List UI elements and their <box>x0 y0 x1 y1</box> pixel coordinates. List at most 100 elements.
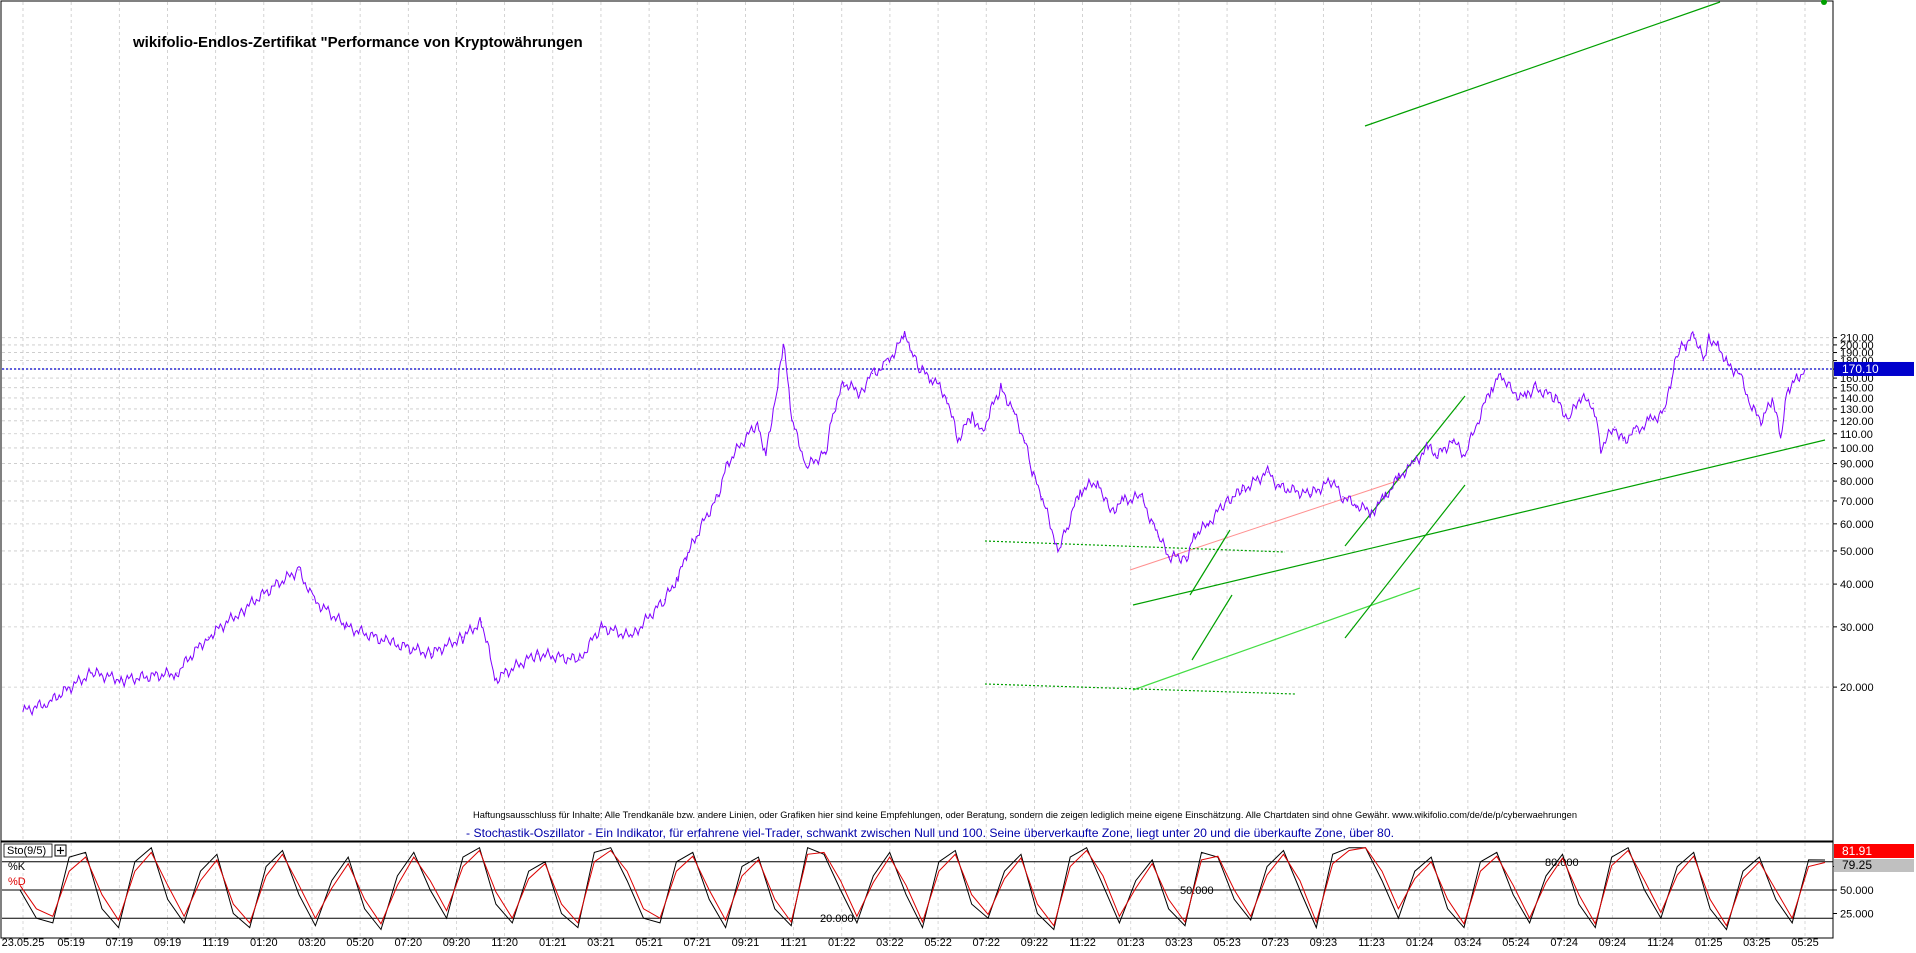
price-point <box>207 636 209 638</box>
d-label: 79.25 <box>1842 858 1872 872</box>
x-tick-label: 07:19 <box>106 937 134 948</box>
price-point <box>1685 344 1687 346</box>
price-point <box>1109 511 1111 513</box>
x-tick-label: 07:20 <box>395 937 423 948</box>
price-point <box>695 536 697 538</box>
x-tick-label: 07:24 <box>1550 937 1578 948</box>
price-tick-label: 80.000 <box>1840 476 1874 488</box>
price-point <box>677 576 679 578</box>
stoch-series <box>19 846 1826 931</box>
support-line-1 <box>1132 587 1421 691</box>
price-point <box>1751 408 1753 410</box>
price-point <box>782 344 784 346</box>
price-point <box>1330 480 1332 482</box>
price-series <box>22 330 1806 717</box>
price-point <box>1267 471 1269 473</box>
price-point <box>1157 536 1159 538</box>
price-point <box>1490 387 1492 389</box>
x-tick-label: 05:20 <box>346 937 374 948</box>
stoch-level-label: 20.000 <box>820 913 854 925</box>
price-tick-label: 130.00 <box>1840 404 1874 416</box>
x-tick-label: 01:25 <box>1695 937 1723 948</box>
x-tick-label: 11:22 <box>1069 937 1096 948</box>
price-point <box>1278 486 1280 488</box>
price-point <box>1031 471 1033 473</box>
price-point <box>1384 496 1387 498</box>
price-point <box>1533 387 1535 389</box>
price-point <box>859 392 861 394</box>
price-point <box>1671 377 1673 379</box>
price-point <box>22 710 24 712</box>
stoch-d-line <box>19 847 1826 927</box>
price-point <box>1040 496 1042 498</box>
x-tick-label: 03:24 <box>1454 937 1482 948</box>
price-point <box>1678 348 1680 350</box>
price-point <box>1787 387 1789 389</box>
x-tick-label: 09:21 <box>732 937 760 948</box>
x-tick-label: 11:24 <box>1647 937 1674 948</box>
price-point <box>1370 511 1373 513</box>
d-label-bg <box>1834 859 1914 872</box>
price-point <box>791 420 793 422</box>
price-point <box>494 679 496 681</box>
price-point <box>1412 462 1414 465</box>
price-point <box>765 454 767 457</box>
price-point <box>462 636 464 638</box>
price-point <box>1797 377 1799 379</box>
price-point <box>1592 402 1594 404</box>
price-point <box>833 408 835 410</box>
price-tick-label: 50.000 <box>1840 546 1874 558</box>
price-point <box>1241 490 1244 492</box>
price-point <box>1427 447 1429 449</box>
price-point <box>946 397 948 399</box>
price-tick-label: 190.00 <box>1840 348 1874 360</box>
price-point <box>1023 440 1026 442</box>
price-tick-label: 30.000 <box>1840 622 1874 634</box>
price-point <box>1355 504 1357 506</box>
price-tick-label: 210.00 <box>1840 333 1874 345</box>
price-point <box>956 440 959 442</box>
price-point <box>1727 364 1729 366</box>
price-point <box>122 679 124 681</box>
price-point <box>1649 420 1651 422</box>
price-tick-label: 70.000 <box>1840 496 1874 508</box>
x-tick-label: 01:22 <box>828 937 856 948</box>
price-point <box>1451 440 1453 442</box>
upper-trend-line <box>1364 1 1721 127</box>
x-tick-label: 05:21 <box>635 937 663 948</box>
price-point <box>1437 454 1439 457</box>
k-label-bg <box>1834 844 1914 858</box>
x-tick-label: 05:22 <box>924 937 952 948</box>
price-point <box>1512 392 1514 394</box>
x-tick-label: 09:20 <box>443 937 471 948</box>
price-point <box>805 466 807 468</box>
last-value-label-bg <box>1834 361 1914 376</box>
price-point <box>430 653 432 655</box>
price-tick-label: 100.00 <box>1840 443 1874 455</box>
x-tick-label: 09:22 <box>1021 937 1049 948</box>
price-point <box>903 335 906 337</box>
price-point <box>1499 372 1502 375</box>
x-tick-label: 09:23 <box>1310 937 1338 948</box>
price-point <box>971 414 973 416</box>
price-point <box>239 612 241 614</box>
price-point <box>1225 500 1228 502</box>
price-point <box>1600 447 1602 449</box>
price-point <box>931 377 934 379</box>
price-tick-label: 150.00 <box>1840 383 1874 395</box>
price-point <box>756 422 759 424</box>
price-point <box>1186 556 1188 558</box>
price-point <box>631 636 633 638</box>
price-point <box>918 368 920 370</box>
stoch-title: Sto(9/5) <box>7 845 46 857</box>
price-point <box>1525 397 1527 399</box>
x-tick-label: 11:19 <box>202 937 229 948</box>
price-point <box>981 433 983 435</box>
price-point <box>1207 523 1210 525</box>
price-point <box>1622 440 1624 442</box>
price-point <box>885 364 888 366</box>
price-point <box>1554 397 1557 399</box>
price-point <box>1708 337 1710 339</box>
